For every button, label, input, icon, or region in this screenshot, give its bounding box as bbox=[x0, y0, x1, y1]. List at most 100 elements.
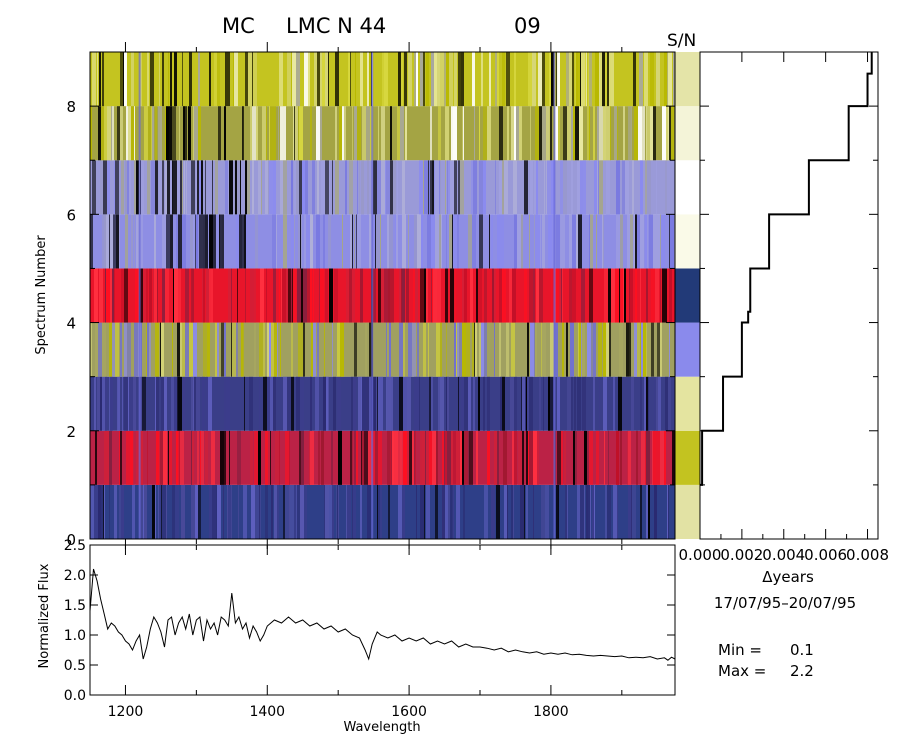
streak bbox=[466, 322, 470, 377]
streak bbox=[333, 376, 336, 431]
streak bbox=[191, 484, 195, 539]
streak bbox=[116, 214, 119, 269]
streak bbox=[103, 160, 107, 215]
streak bbox=[655, 268, 659, 323]
streak bbox=[369, 214, 372, 269]
streak bbox=[408, 322, 412, 377]
streak bbox=[484, 484, 488, 539]
streak bbox=[673, 52, 675, 107]
streak bbox=[373, 268, 376, 323]
streak bbox=[530, 106, 531, 161]
streak bbox=[570, 322, 574, 377]
streak bbox=[367, 52, 369, 107]
streak bbox=[296, 376, 300, 431]
streak bbox=[563, 106, 567, 161]
streak bbox=[420, 52, 423, 107]
streak bbox=[577, 160, 580, 215]
streak bbox=[352, 106, 353, 161]
streak bbox=[526, 484, 528, 539]
streak bbox=[667, 484, 668, 539]
streak bbox=[182, 322, 185, 377]
streak bbox=[611, 268, 615, 323]
streak bbox=[583, 160, 586, 215]
streak bbox=[196, 376, 200, 431]
streak bbox=[381, 268, 384, 323]
streak bbox=[297, 268, 301, 323]
streak bbox=[479, 160, 483, 215]
streak bbox=[439, 214, 441, 269]
streak bbox=[206, 268, 209, 323]
streak bbox=[414, 430, 415, 485]
streak bbox=[605, 52, 607, 107]
min-label: Min = bbox=[718, 641, 762, 659]
streak bbox=[433, 268, 437, 323]
streak bbox=[291, 52, 292, 107]
streak bbox=[507, 106, 509, 161]
streak bbox=[454, 160, 457, 215]
streak bbox=[542, 214, 545, 269]
streak bbox=[380, 376, 383, 431]
streak bbox=[372, 430, 375, 485]
streak bbox=[244, 376, 245, 431]
streak bbox=[201, 430, 204, 485]
streak bbox=[545, 484, 549, 539]
streak bbox=[144, 484, 147, 539]
streak bbox=[521, 214, 523, 269]
streak bbox=[126, 106, 128, 161]
streak bbox=[95, 322, 98, 377]
streak bbox=[598, 160, 599, 215]
streak bbox=[231, 268, 232, 323]
streak bbox=[209, 52, 211, 107]
streak bbox=[147, 322, 149, 377]
streak bbox=[237, 430, 241, 485]
streak bbox=[539, 106, 542, 161]
streak bbox=[588, 484, 590, 539]
streak bbox=[392, 430, 394, 485]
streak bbox=[367, 484, 371, 539]
streak bbox=[230, 322, 231, 377]
streak bbox=[468, 214, 472, 269]
streak bbox=[399, 322, 403, 377]
streak bbox=[102, 214, 104, 269]
streak bbox=[432, 430, 436, 485]
streak bbox=[100, 376, 102, 431]
streak bbox=[439, 160, 440, 215]
streak bbox=[352, 430, 353, 485]
streak bbox=[169, 430, 172, 485]
streak bbox=[273, 376, 276, 431]
streak bbox=[416, 52, 418, 107]
streak bbox=[124, 268, 128, 323]
streak bbox=[227, 484, 228, 539]
streak bbox=[104, 430, 108, 485]
streak bbox=[322, 52, 325, 107]
streak bbox=[444, 430, 445, 485]
streak bbox=[324, 484, 325, 539]
streak bbox=[248, 52, 252, 107]
streak bbox=[549, 52, 551, 107]
streak bbox=[476, 430, 478, 485]
streak bbox=[146, 268, 148, 323]
streak bbox=[220, 214, 222, 269]
streak bbox=[260, 268, 264, 323]
streak bbox=[415, 430, 416, 485]
streak bbox=[357, 160, 358, 215]
streak bbox=[499, 322, 501, 377]
max-value: 2.2 bbox=[790, 662, 814, 680]
streak bbox=[155, 160, 158, 215]
streak bbox=[415, 268, 418, 323]
streak bbox=[143, 268, 146, 323]
streak bbox=[135, 106, 136, 161]
streak bbox=[243, 106, 244, 161]
streak bbox=[514, 376, 517, 431]
streak bbox=[293, 106, 294, 161]
sn-cell-3 bbox=[675, 322, 700, 377]
streak bbox=[285, 430, 289, 485]
streak bbox=[487, 430, 490, 485]
streak bbox=[188, 106, 191, 161]
streak bbox=[177, 160, 180, 215]
streak bbox=[360, 52, 363, 107]
streak bbox=[556, 52, 557, 107]
streak bbox=[605, 484, 607, 539]
streak bbox=[453, 214, 457, 269]
streak bbox=[123, 52, 124, 107]
